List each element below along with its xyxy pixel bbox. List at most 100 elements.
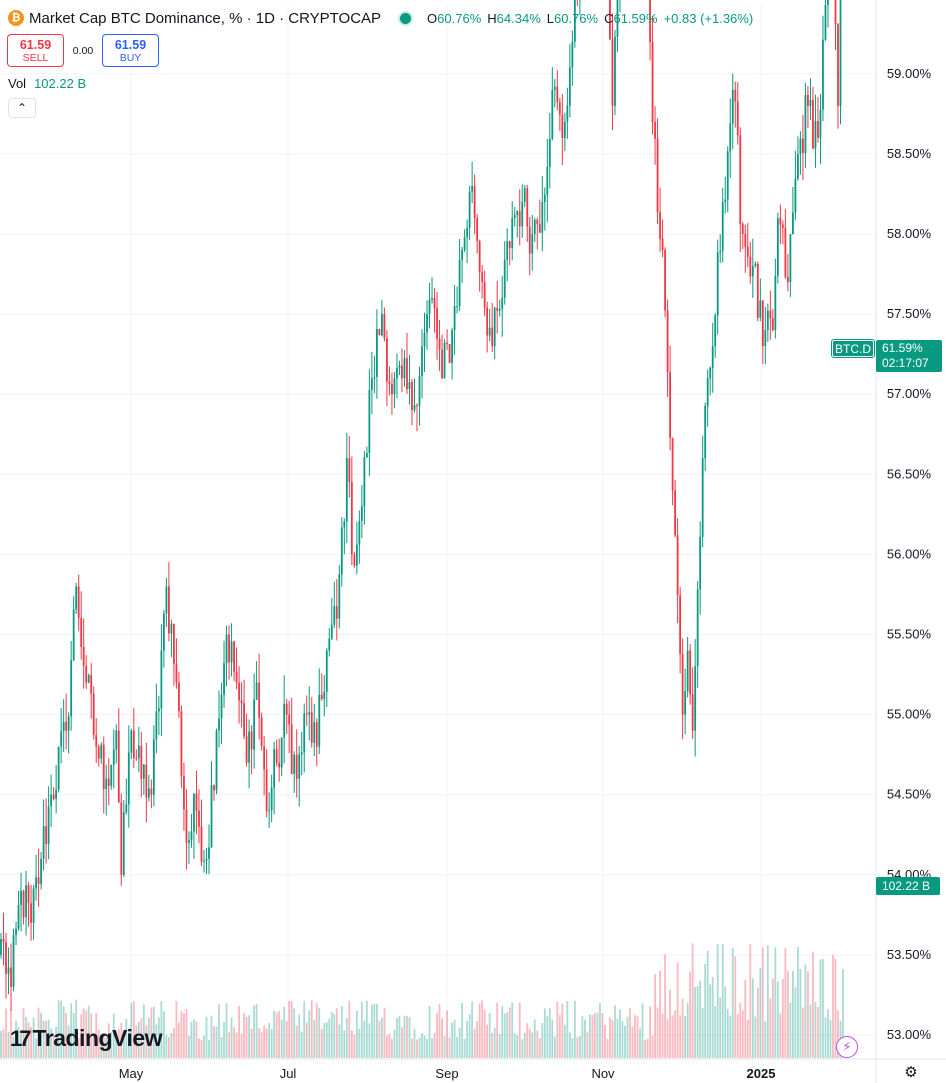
candle-body <box>213 785 215 791</box>
volume-bar <box>446 1010 448 1058</box>
volume-bar <box>686 1003 689 1058</box>
candle-body <box>381 314 383 336</box>
candle-body <box>215 730 218 791</box>
gear-icon[interactable]: ⚙ <box>904 1064 918 1081</box>
volume-bar <box>448 1037 451 1058</box>
volume-bar <box>786 970 789 1058</box>
candle-body <box>553 86 556 90</box>
volume-bar <box>802 1007 804 1058</box>
candle-body <box>744 234 747 247</box>
candle-body <box>661 238 664 251</box>
candle-body <box>543 194 546 202</box>
y-tick-label: 53.50% <box>887 947 932 962</box>
volume-bar <box>203 1035 205 1058</box>
chevron-up-icon[interactable]: ⌃ <box>8 98 36 118</box>
candle-body <box>70 660 73 717</box>
ohlc-key: H <box>487 10 497 26</box>
candle-body <box>839 0 842 106</box>
tradingview-logo[interactable]: 17 TradingView <box>10 1025 163 1052</box>
market-status-icon[interactable] <box>398 10 414 26</box>
y-tick-label: 53.00% <box>887 1027 932 1042</box>
volume-bar <box>463 1038 466 1058</box>
volume-bar <box>616 1018 619 1058</box>
volume-bar <box>614 1005 616 1058</box>
candle-body <box>709 367 712 379</box>
lightning-icon[interactable]: ⚡ <box>836 1036 858 1058</box>
candle-body <box>466 228 469 238</box>
volume-bar <box>92 1036 95 1058</box>
volume-bar <box>87 1005 90 1058</box>
candle-body <box>536 219 539 225</box>
volume-bar <box>70 1003 73 1058</box>
grid-lines <box>0 4 876 1058</box>
candle-body <box>112 749 115 765</box>
candle-body <box>438 338 441 350</box>
candle-body <box>260 717 263 747</box>
candles <box>0 0 842 1011</box>
last-price-tag: 61.59% 02:17:07 <box>876 340 942 372</box>
candle-body <box>398 365 401 368</box>
volume-bar <box>152 1006 155 1058</box>
candle-body <box>363 457 366 507</box>
volume-value: 102.22 B <box>34 76 87 91</box>
buy-button[interactable]: 61.59 BUY <box>102 34 159 67</box>
volume-bar <box>363 1020 366 1058</box>
volume-bar <box>5 1008 7 1058</box>
candle-body <box>681 654 684 715</box>
candle-body <box>147 788 150 798</box>
volume-bar <box>709 984 712 1058</box>
volume-bar <box>774 947 777 1058</box>
candle-body <box>756 263 759 318</box>
volume-bar <box>586 1031 589 1058</box>
volume-bar <box>223 1022 225 1058</box>
volume-bar <box>721 944 724 1058</box>
volume-bar <box>503 1013 506 1058</box>
candle-body <box>684 691 687 715</box>
sell-button[interactable]: 61.59 SELL <box>7 34 64 67</box>
volume-bar <box>135 1025 138 1058</box>
volume-bar <box>253 1005 256 1058</box>
volume-bar <box>285 1021 288 1058</box>
y-tick-label: 59.50% <box>887 0 932 1</box>
candle-body <box>473 185 476 219</box>
candle-body <box>82 646 85 666</box>
candle-body <box>268 810 271 812</box>
candle-body <box>491 327 494 347</box>
volume-bar <box>646 1038 649 1058</box>
candle-body <box>413 405 416 411</box>
candle-body <box>65 722 68 731</box>
ohlc-value: 60.76% <box>553 10 599 26</box>
candle-body <box>716 252 719 316</box>
volume-bar <box>548 1008 551 1058</box>
candle-body <box>518 211 521 227</box>
chart-header: ₿ Market Cap BTC Dominance, % · 1D · CRY… <box>8 7 753 29</box>
candle-body <box>817 121 819 138</box>
candle-body <box>551 89 554 139</box>
volume-bar <box>338 1024 341 1058</box>
candle-body <box>265 769 268 811</box>
volume-bar <box>325 1022 328 1058</box>
candle-body <box>746 246 749 257</box>
volume-bar <box>205 1016 208 1058</box>
candle-body <box>90 675 93 694</box>
volume-bar <box>57 1000 60 1058</box>
volume-bar <box>97 1029 100 1058</box>
volume-bar <box>546 1016 549 1058</box>
volume-bar <box>263 1025 266 1058</box>
volume-bar <box>739 1003 742 1058</box>
spread-value: 0.00 <box>72 44 94 57</box>
candle-body <box>498 309 501 311</box>
volume-bar <box>591 1014 594 1058</box>
candle-body <box>27 885 30 904</box>
volume-bar <box>589 1014 591 1058</box>
candle-body <box>12 935 15 987</box>
candle-body <box>501 298 504 310</box>
candle-body <box>416 405 418 407</box>
candle-body <box>721 201 724 251</box>
volume-bar <box>50 1028 53 1058</box>
volume-bar <box>423 1035 426 1058</box>
candle-body <box>513 215 516 218</box>
volume-bar <box>834 958 837 1058</box>
candle-body <box>273 749 276 788</box>
